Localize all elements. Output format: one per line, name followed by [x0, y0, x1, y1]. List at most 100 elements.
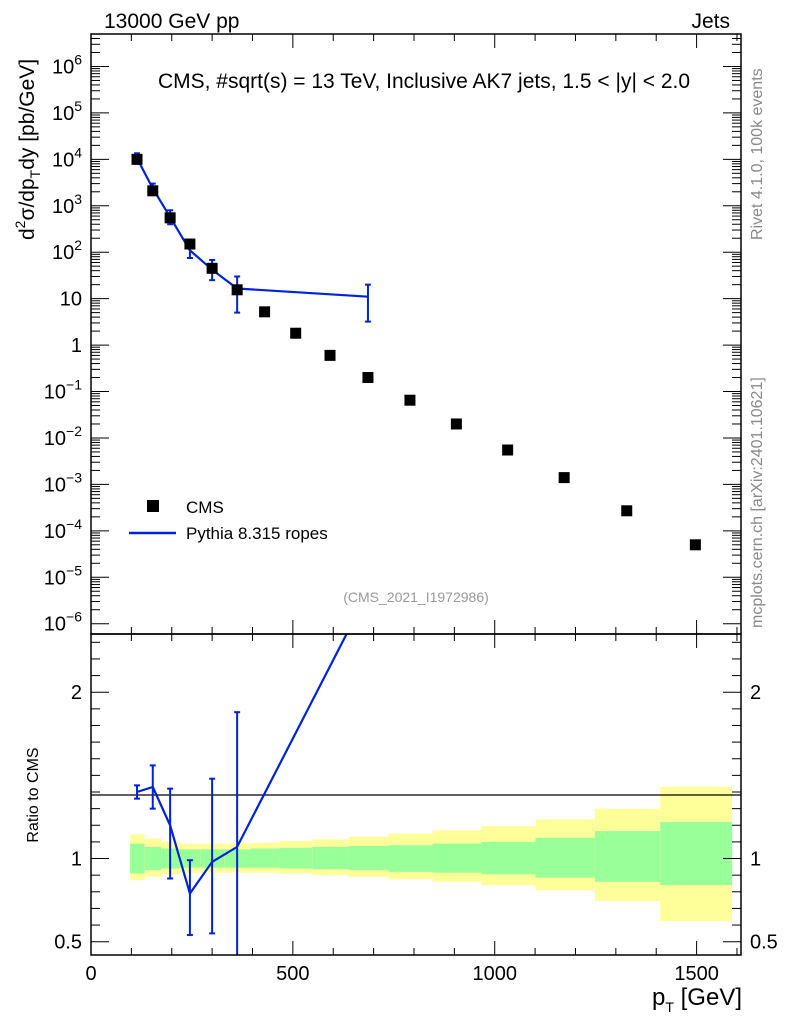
cms-point — [324, 349, 336, 361]
ratio-ytick-label-left: 1 — [71, 849, 82, 871]
ratio-band-inner — [432, 843, 482, 873]
cms-point — [404, 394, 416, 406]
header-left: 13000 GeV pp — [104, 10, 239, 33]
ytick-exponent: 2 — [74, 237, 82, 253]
cms-point — [450, 418, 462, 430]
ratio-band-inner — [660, 821, 733, 886]
ratio-band-inner — [130, 843, 145, 874]
cms-point — [164, 212, 176, 224]
ytick-exponent: −6 — [66, 609, 82, 625]
ratio-xtick-label: 500 — [276, 963, 309, 985]
ratio-xtick-label: 1000 — [472, 963, 517, 985]
ratio-band-inner — [144, 846, 162, 871]
ratio-ytick-label-left: 0.5 — [54, 932, 82, 954]
ytick-base: 10 — [52, 56, 74, 78]
ytick-exponent: 5 — [74, 98, 82, 114]
cms-point — [689, 539, 701, 551]
ratio-band-inner — [481, 841, 536, 875]
cms-point — [362, 372, 374, 384]
ratio-series-layer — [134, 634, 348, 955]
ytick-base: 10 — [44, 521, 66, 543]
ratio-band-inner — [179, 849, 201, 868]
legend-label-cms: CMS — [186, 498, 224, 517]
ratio-ytick-label-right: 2 — [750, 682, 761, 704]
cms-point — [147, 185, 159, 197]
main-title: CMS, #sqrt(s) = 13 TeV, Inclusive AK7 je… — [158, 70, 690, 93]
xlabel-part-b: T — [665, 999, 674, 1015]
cms-point — [502, 444, 514, 456]
ytick-exponent: 3 — [74, 191, 82, 207]
xlabel-part-a: p — [652, 984, 665, 1011]
ylabel-part-c: σ/dp — [16, 178, 39, 220]
ytick-exponent: 4 — [74, 144, 82, 160]
cms-point — [206, 262, 218, 274]
main-ytick-label: 1 — [71, 335, 82, 357]
legend: CMS Pythia 8.315 ropes — [129, 498, 328, 543]
xlabel-part-c: [GeV] — [674, 984, 742, 1011]
ratio-bands-layer — [130, 787, 733, 921]
ytick-base: 10 — [52, 103, 74, 125]
ratio-band-inner — [348, 846, 389, 871]
ytick-exponent: −2 — [66, 423, 82, 439]
ytick-base: 10 — [44, 474, 66, 496]
main-ytick-label: 10−1 — [44, 377, 82, 404]
main-panel: (CMS_2021_I1972986) CMS, #sqrt(s) = 13 T… — [12, 33, 742, 636]
ytick-exponent: 6 — [74, 51, 82, 67]
legend-marker-cms — [147, 500, 159, 512]
mc-line — [136, 157, 369, 298]
main-ytick-label: 10−5 — [44, 562, 82, 589]
main-ytick-label: 102 — [52, 237, 82, 264]
ytick-base: 10 — [44, 382, 66, 404]
ylabel-part-e: dy [pb/GeV] — [16, 59, 39, 170]
main-ytick-label: 104 — [52, 144, 82, 171]
ratio-ytick-label-left: 2 — [71, 682, 82, 704]
ratio-band-inner — [279, 847, 313, 869]
ratio-frame — [90, 633, 742, 956]
ratio-series-group — [134, 634, 348, 955]
side-label-rivet: Rivet 4.1.0, 100k events — [749, 68, 766, 240]
cms-point — [558, 472, 570, 484]
ytick-exponent: −3 — [66, 469, 82, 485]
header-right: Jets — [691, 10, 730, 33]
cms-point — [259, 306, 271, 318]
ytick-base: 10 — [60, 289, 82, 311]
ytick-base: 10 — [52, 196, 74, 218]
main-ytick-label: 10−6 — [44, 609, 82, 636]
ratio-band-inner — [312, 846, 349, 870]
ytick-exponent: −1 — [66, 377, 82, 393]
main-series-layer — [131, 152, 701, 551]
ytick-base: 10 — [52, 149, 74, 171]
main-ytick-label: 10−3 — [44, 469, 82, 496]
ratio-band-inner — [388, 845, 433, 872]
ratio-xtick-label: 1500 — [674, 963, 719, 985]
ytick-base: 10 — [52, 242, 74, 264]
ylabel-part-a: d — [16, 228, 39, 240]
main-ytick-label: 10−2 — [44, 423, 82, 450]
ytick-base: 1 — [71, 335, 82, 357]
cms-point — [184, 238, 196, 250]
ytick-exponent: −4 — [66, 516, 82, 532]
legend-label-pythia: Pythia 8.315 ropes — [186, 524, 328, 543]
main-ytick-label: 105 — [52, 98, 82, 125]
cms-point — [231, 284, 243, 296]
ytick-base: 10 — [44, 567, 66, 589]
main-ytick-label: 106 — [52, 51, 82, 78]
ratio-panel: 0.5 0.5 1 1 2 2 0 500 1000 1500 Ratio to CMS pT [… — [25, 633, 778, 1015]
ratio-xlabel: pT [GeV] — [652, 984, 742, 1015]
cms-point — [290, 327, 302, 339]
watermark: (CMS_2021_I1972986) — [343, 589, 489, 605]
main-frame — [90, 33, 742, 635]
ratio-ticks: 0.5 0.5 1 1 2 2 0 500 1000 1500 — [54, 634, 778, 985]
ytick-exponent: −5 — [66, 562, 82, 578]
ratio-ytick-label-right: 1 — [750, 849, 761, 871]
ytick-base: 10 — [44, 428, 66, 450]
ratio-band-inner — [535, 837, 595, 878]
ratio-ylabel: Ratio to CMS — [25, 747, 42, 842]
ratio-ytick-label-right: 0.5 — [750, 932, 778, 954]
ratio-xtick-label: 0 — [85, 963, 96, 985]
main-y-ticks: 10610510410310210110−110−210−310−410−510… — [44, 34, 741, 636]
ytick-base: 10 — [44, 614, 66, 636]
cms-point — [621, 505, 633, 517]
main-ytick-label: 10−4 — [44, 516, 82, 543]
main-ytick-label: 103 — [52, 191, 82, 218]
